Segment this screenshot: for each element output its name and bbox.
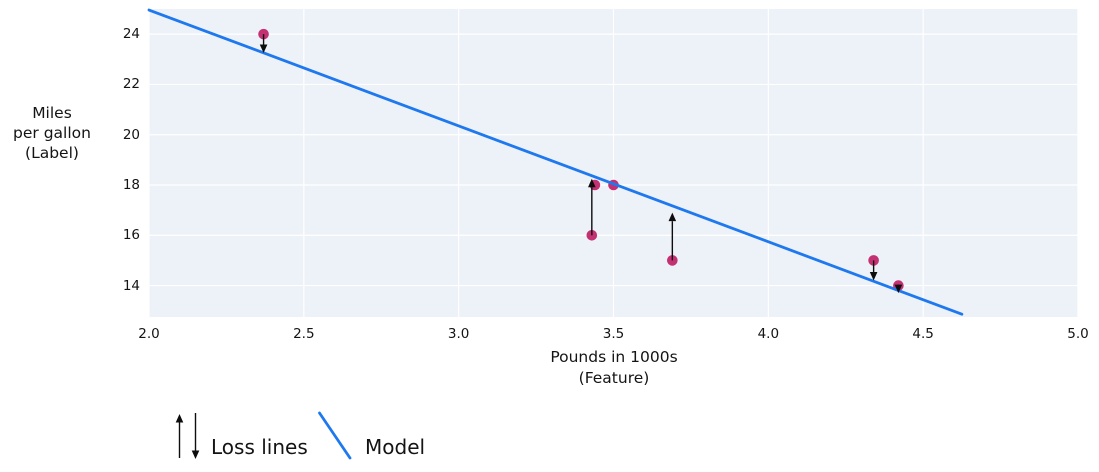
loss-line-arrow-head-icon [869,272,878,281]
model-line [147,8,964,316]
x-tick-label: 5.0 [1067,326,1089,342]
x-tick-label: 2.5 [293,326,315,342]
legend-up-arrow-icon-head-icon [175,414,184,423]
y-axis-label-line: per gallon [13,124,91,142]
legend-down-arrow-icon-head-icon [191,450,200,459]
x-tick-label: 4.0 [757,326,780,342]
loss-line-arrow-head-icon [894,284,903,294]
legend-loss-lines-label: Loss lines [211,435,308,459]
x-axis-label-line: Pounds in 1000s [550,348,678,366]
y-tick-label: 24 [122,26,140,43]
x-tick-label: 3.0 [447,326,470,342]
loss-line-arrow-head-icon [668,212,677,222]
y-axis-label-line: (Label) [25,144,79,162]
y-tick-label: 18 [122,177,140,193]
loss-line-arrow-head-icon [259,44,268,53]
x-axis-label-line: (Feature) [578,369,650,387]
y-axis-label: Miles per gallon (Label) [6,103,98,163]
x-tick-label: 2.0 [138,326,160,342]
y-tick-label: 14 [122,277,140,294]
x-tick-label: 4.5 [912,326,934,342]
legend-model-label: Model [365,435,426,459]
x-axis-label: Pounds in 1000s (Feature) [464,347,764,389]
x-tick-label: 3.5 [602,326,625,342]
legend-model-line-icon [318,411,352,460]
loss-line-arrow-head-icon [588,178,596,188]
y-tick-label: 22 [122,76,140,93]
y-tick-label: 16 [122,227,140,244]
y-tick-label: 20 [122,126,140,143]
y-axis-label-line: Miles [32,104,72,122]
